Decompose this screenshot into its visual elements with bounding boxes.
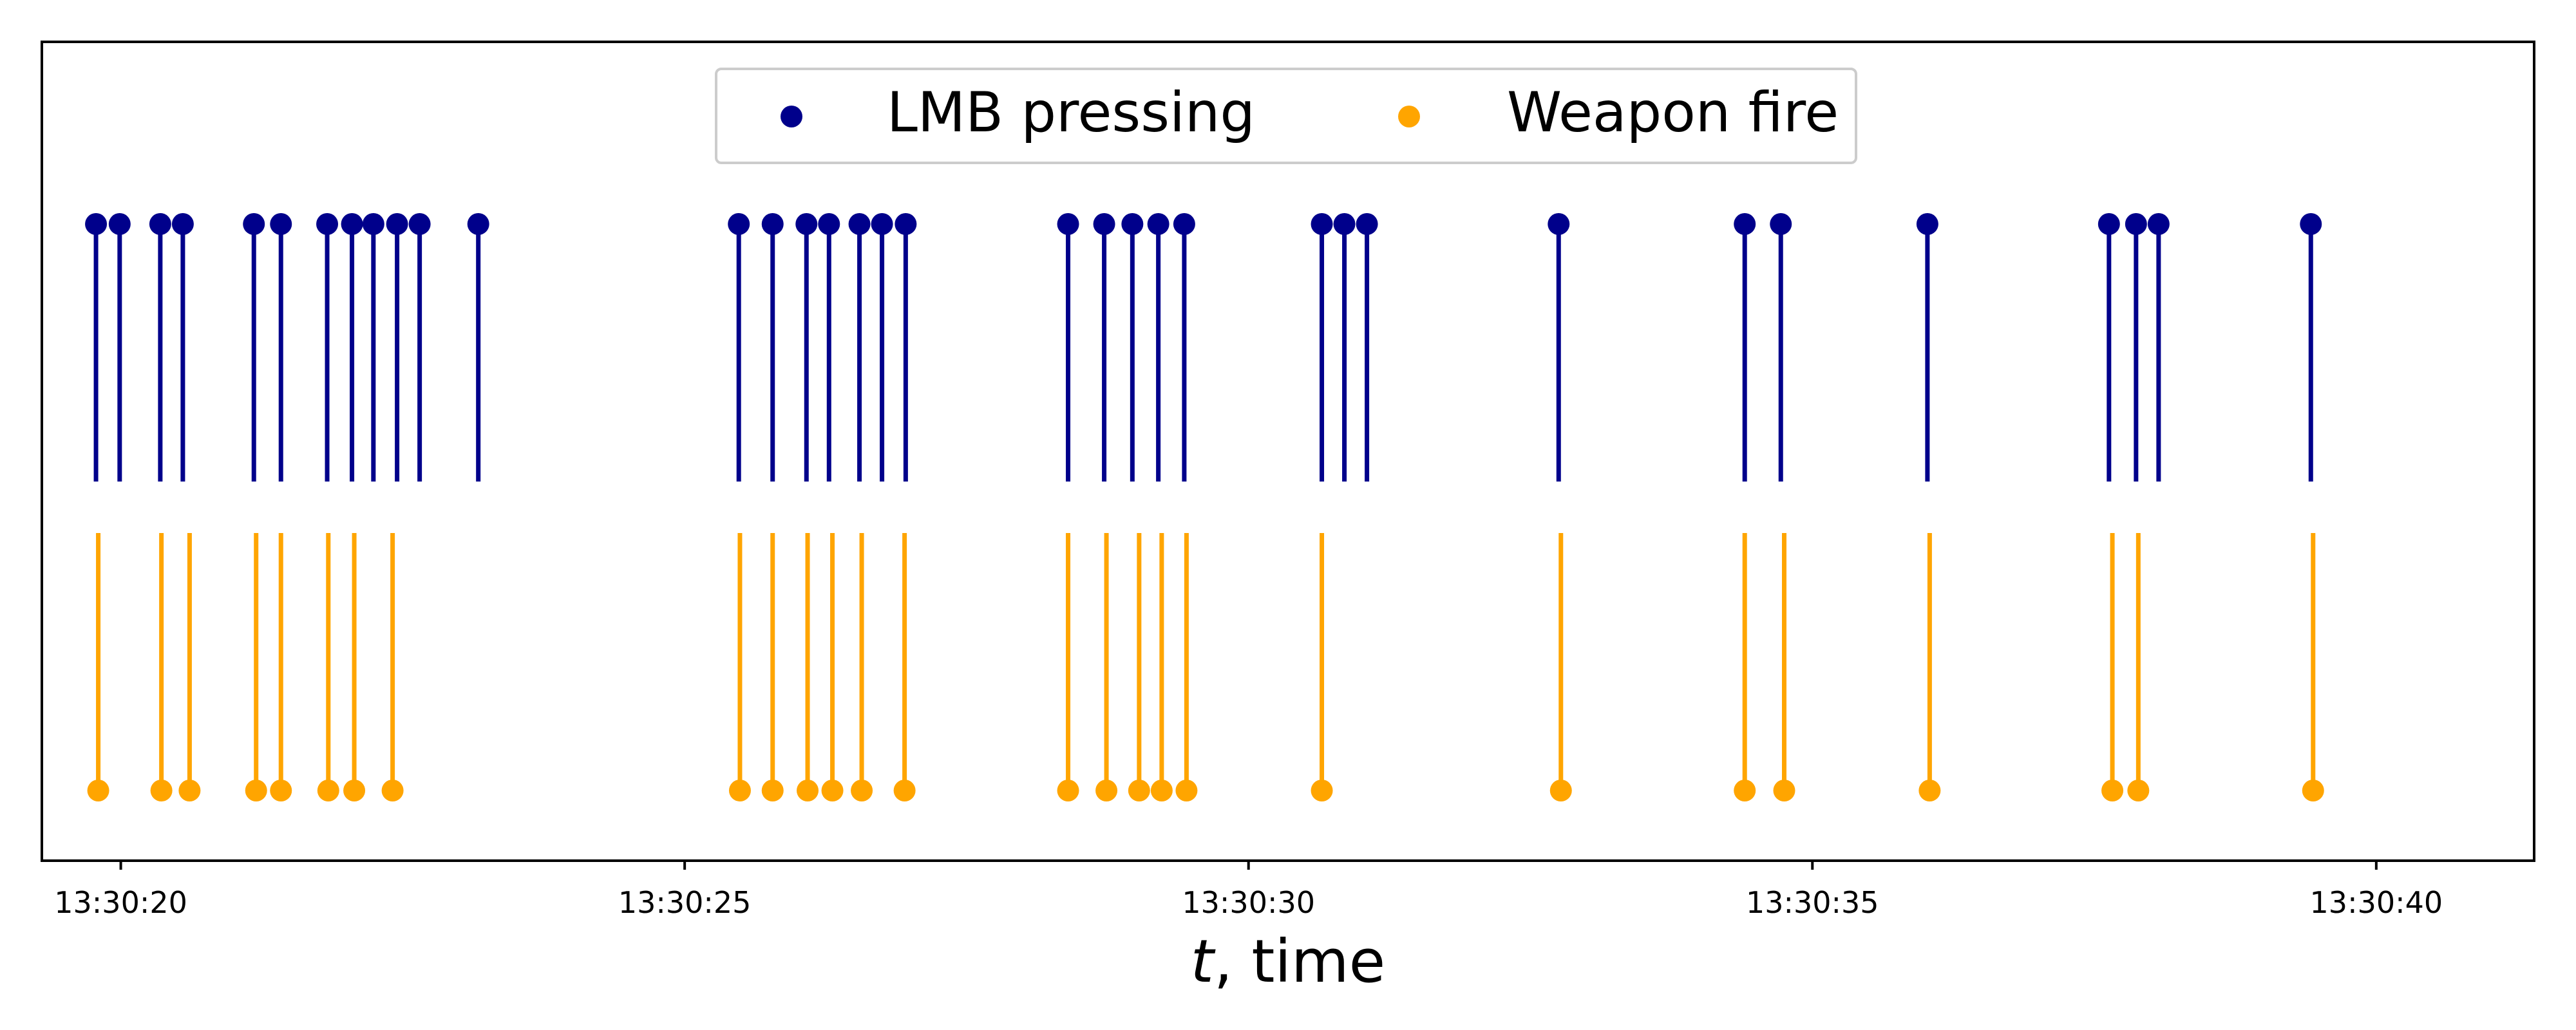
legend-label-weapon-fire: Weapon fire [1507,80,1839,145]
legend-marker-lmb-pressing [781,106,802,127]
weapon-fire-point-15 [1095,780,1118,801]
x-axis-label-variable: t [1191,927,1216,996]
lmb-pressing-point-2 [149,213,171,235]
weapon-fire-point-21 [1734,780,1756,801]
lmb-pressing-point-24 [1311,213,1333,235]
x-tick-label-3: 13:30:35 [1746,885,1879,920]
weapon-fire-point-23 [1918,780,1941,801]
weapon-fire-point-18 [1175,780,1198,801]
weapon-fire-point-1 [150,780,173,801]
legend-label-lmb-pressing: LMB pressing [887,80,1255,145]
lmb-pressing-point-8 [362,213,384,235]
x-axis: 13:30:20 13:30:25 13:30:30 13:30:35 13:30:40 [54,861,2443,920]
lmb-pressing-point-16 [848,213,871,235]
lmb-pressing-point-17 [871,213,893,235]
lmb-pressing-point-13 [761,213,784,235]
weapon-fire-point-17 [1150,780,1173,801]
x-axis-label: t, time [1191,927,1385,996]
weapon-fire-point-16 [1128,780,1150,801]
legend: LMB pressing Weapon fire [715,68,1857,164]
weapon-fire-point-25 [2127,780,2150,801]
weapon-fire-point-19 [1311,780,1333,801]
x-tick-label-1: 13:30:25 [618,885,752,920]
lmb-pressing-point-11 [467,213,489,235]
lmb-pressing-point-4 [243,213,265,235]
weapon-fire-point-13 [893,780,916,801]
lmb-pressing-point-5 [270,213,292,235]
x-tick-label-0: 13:30:20 [54,885,187,920]
lmb-pressing-point-14 [795,213,818,235]
lmb-pressing-point-30 [1916,213,1938,235]
lmb-pressing-point-22 [1147,213,1170,235]
weapon-fire-point-14 [1057,780,1079,801]
weapon-fire-point-26 [2302,780,2324,801]
weapon-fire-point-5 [317,780,339,801]
weapon-fire-point-9 [761,780,784,801]
lmb-pressing-point-18 [895,213,917,235]
lmb-pressing-point-6 [316,213,339,235]
lmb-pressing-point-27 [1548,213,1570,235]
weapon-fire-point-3 [245,780,267,801]
lmb-pressing-point-33 [2147,213,2170,235]
x-tick-label-4: 13:30:40 [2310,885,2443,920]
lmb-pressing-point-25 [1333,213,1356,235]
weapon-fire-point-4 [270,780,292,801]
lmb-pressing-point-23 [1173,213,1195,235]
weapon-fire-point-20 [1549,780,1572,801]
lmb-pressing-point-21 [1121,213,1144,235]
legend-marker-weapon-fire [1398,106,1420,127]
weapon-fire-point-24 [2101,780,2124,801]
lmb-pressing-point-3 [171,213,194,235]
lmb-pressing-point-0 [85,213,108,235]
lmb-pressing-point-15 [818,213,840,235]
lmb-pressing-point-28 [1734,213,1756,235]
chart-marks [85,213,2324,801]
weapon-fire-point-8 [728,780,751,801]
lmb-pressing-point-32 [2125,213,2147,235]
lmb-pressing-point-20 [1093,213,1115,235]
lmb-pressing-point-29 [1770,213,1792,235]
lmb-pressing-point-26 [1356,213,1378,235]
plot-frame [41,41,2535,862]
weapon-fire-point-2 [178,780,201,801]
lmb-pressing-point-7 [341,213,363,235]
weapon-fire-point-10 [797,780,819,801]
lmb-pressing-point-12 [728,213,750,235]
weapon-fire-point-22 [1773,780,1795,801]
weapon-fire-point-7 [381,780,404,801]
weapon-fire-point-6 [343,780,366,801]
weapon-fire-point-0 [87,780,109,801]
lmb-pressing-point-1 [108,213,131,235]
lmb-pressing-point-10 [408,213,431,235]
lmb-pressing-point-19 [1057,213,1079,235]
weapon-fire-point-12 [851,780,873,801]
lmb-pressing-point-31 [2098,213,2120,235]
weapon-fire-point-11 [821,780,844,801]
x-tick-label-2: 13:30:30 [1182,885,1315,920]
x-axis-label-text: , time [1214,927,1385,996]
lmb-pressing-point-34 [2300,213,2322,235]
lmb-pressing-point-9 [386,213,408,235]
legend-box [715,68,1857,164]
